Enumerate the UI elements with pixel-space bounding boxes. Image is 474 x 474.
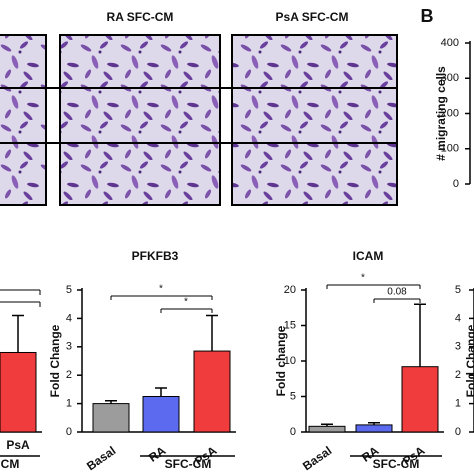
chart-title: ICAM: [353, 249, 384, 263]
bar: [355, 424, 393, 433]
y-tick-label: 4: [455, 312, 461, 324]
panel-label: B: [421, 6, 434, 26]
image-label: PsA SFC-CM: [276, 10, 349, 24]
bar: [193, 350, 231, 433]
error-bar: [155, 387, 167, 397]
chart-title: PFKFB3: [132, 249, 179, 263]
y-tick-label: 0: [66, 426, 72, 438]
micrographs: [0, 34, 398, 206]
y-tick-label: 5: [66, 284, 72, 296]
group-label: SFC-CM: [373, 457, 420, 471]
y-tick-label: 20: [284, 284, 296, 296]
y-tick-label: 1: [455, 398, 461, 410]
y-axis-label: Fold Change: [464, 324, 474, 397]
x-tick-label: Basal: [300, 443, 334, 473]
y-tick-label: 4: [66, 312, 72, 324]
y-tick-label: 3: [455, 341, 461, 353]
y-tick-label: 0: [455, 426, 461, 438]
x-tick-label: Basal: [84, 443, 118, 473]
error-bar: [206, 314, 218, 352]
bar: [142, 396, 180, 433]
error-bar: [12, 314, 24, 353]
y-tick-label: 2: [455, 369, 461, 381]
annotation: *: [361, 273, 365, 284]
y-tick-label: 5: [290, 390, 296, 402]
y-tick-label: 200: [441, 107, 459, 119]
group-label: SFC-CM: [165, 457, 212, 471]
bar: [401, 366, 439, 433]
y-axis-label: # migrating cells: [434, 66, 448, 161]
x-tick-label: PsA: [6, 438, 30, 452]
group-label: CM: [1, 457, 20, 471]
y-axis-label: Fold Change: [48, 324, 62, 397]
y-tick-label: 5: [455, 284, 461, 296]
annotation: *: [184, 297, 188, 308]
y-tick-label: 3: [66, 341, 72, 353]
annotation: *: [159, 284, 163, 295]
y-tick-label: 0: [453, 178, 459, 190]
y-tick-label: 1: [66, 398, 72, 410]
error-bar: [414, 303, 426, 367]
y-tick-label: 400: [441, 37, 459, 49]
bar: [308, 425, 346, 433]
y-tick-label: 15: [284, 319, 296, 331]
bar: [0, 351, 37, 433]
y-axis-label: Fold change: [274, 325, 288, 396]
annotation: 0.08: [387, 287, 407, 298]
error-bar: [368, 422, 380, 425]
y-tick-label: 0: [290, 426, 296, 438]
y-tick-label: 2: [66, 369, 72, 381]
y-tick-label: 10: [284, 355, 296, 367]
y-tick-label: 100: [441, 143, 459, 155]
image-label: RA SFC-CM: [107, 10, 174, 24]
y-tick-label: 300: [441, 72, 459, 84]
error-bar: [105, 400, 117, 404]
error-bar: [321, 423, 333, 427]
bar: [92, 403, 130, 433]
